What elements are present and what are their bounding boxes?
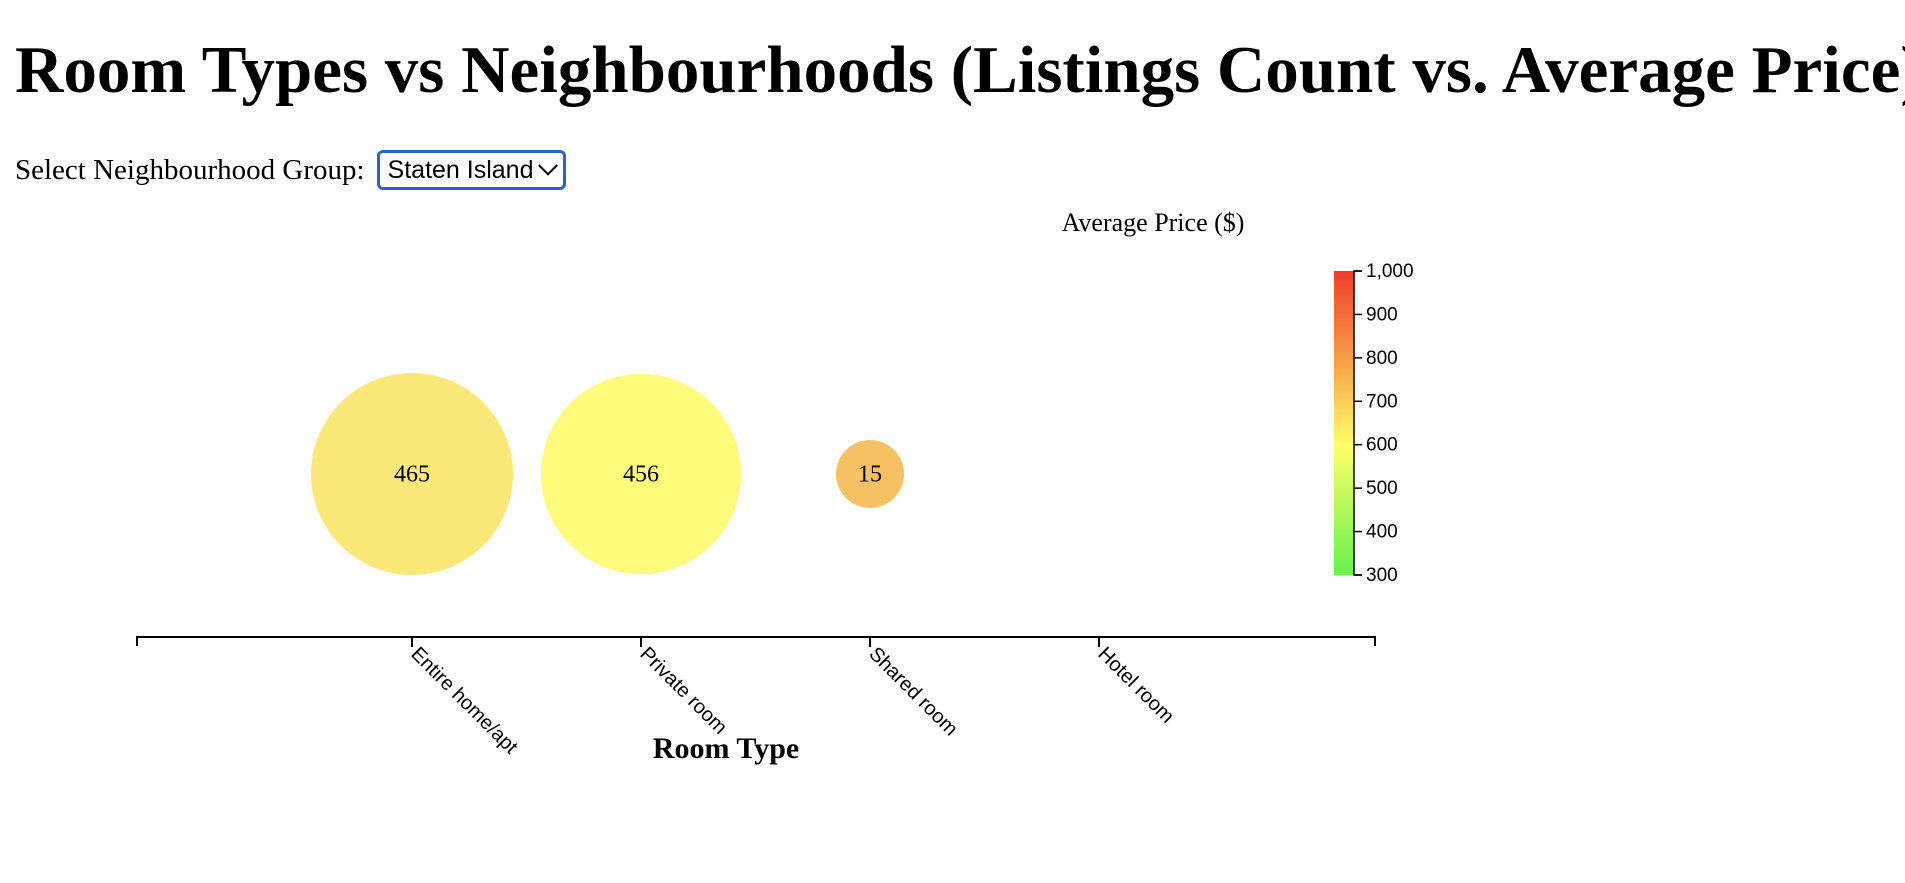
legend-gradient-bar bbox=[1334, 271, 1354, 575]
legend-axis-line bbox=[1353, 270, 1362, 576]
x-tick-label: Hotel room bbox=[1093, 643, 1178, 728]
bubbles-layer: 465 456 15 bbox=[311, 373, 904, 575]
page-title: Room Types vs Neighbourhoods (Listings C… bbox=[15, 33, 1905, 107]
legend-tick-label: 400 bbox=[1366, 522, 1398, 543]
x-tick-label: Shared room bbox=[864, 643, 961, 740]
bubble-count-label: 456 bbox=[623, 462, 659, 488]
legend-tick-label: 700 bbox=[1366, 391, 1398, 412]
neighbourhood-group-control: Select Neighbourhood Group: Staten Islan… bbox=[15, 150, 567, 190]
bubble-count-label: 15 bbox=[858, 462, 882, 488]
legend-tick-label: 1,000 bbox=[1366, 261, 1414, 282]
legend-tick-label: 500 bbox=[1366, 478, 1398, 499]
legend-tick-label: 800 bbox=[1366, 348, 1398, 369]
x-tick-label: Private room bbox=[635, 643, 731, 739]
select-value: Staten Island bbox=[387, 155, 534, 184]
neighbourhood-group-select[interactable]: Staten Island bbox=[376, 150, 567, 190]
legend-tick-label: 600 bbox=[1366, 435, 1398, 456]
bubble-count-label: 465 bbox=[394, 462, 430, 488]
bubble-private-room[interactable] bbox=[540, 373, 742, 575]
legend-tick-label: 300 bbox=[1366, 565, 1398, 586]
bubble-shared-room[interactable] bbox=[836, 440, 904, 508]
color-legend: Average Price ($) 1,000 900 800 700 600 500 400… bbox=[1062, 208, 1414, 586]
select-label: Select Neighbourhood Group: bbox=[15, 153, 365, 186]
x-tick-label: Entire home/apt bbox=[406, 643, 522, 759]
legend-title: Average Price ($) bbox=[1062, 208, 1245, 237]
legend-tick-label: 900 bbox=[1366, 304, 1398, 325]
x-axis-line bbox=[136, 636, 1376, 646]
bubble-entire-home-apt[interactable] bbox=[311, 373, 513, 575]
x-axis-title: Room Type bbox=[653, 732, 799, 765]
